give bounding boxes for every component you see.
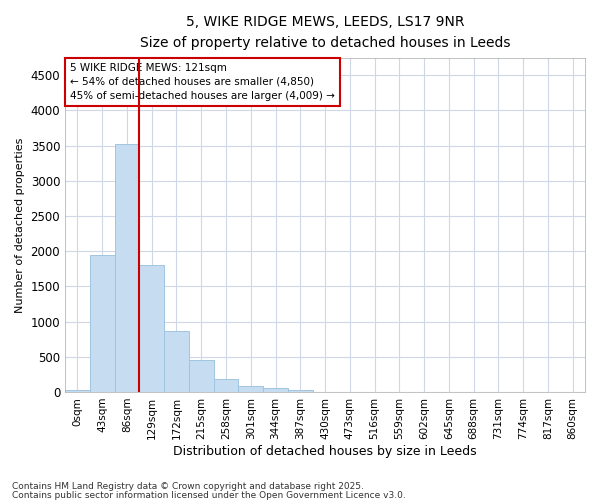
Bar — [115, 144, 139, 392]
Bar — [65, 390, 90, 392]
Text: 5 WIKE RIDGE MEWS: 121sqm
← 54% of detached houses are smaller (4,850)
45% of se: 5 WIKE RIDGE MEWS: 121sqm ← 54% of detac… — [70, 62, 335, 100]
Bar — [288, 390, 313, 392]
Bar — [164, 330, 189, 392]
Bar — [90, 254, 115, 392]
Bar — [238, 386, 263, 392]
Text: Contains HM Land Registry data © Crown copyright and database right 2025.: Contains HM Land Registry data © Crown c… — [12, 482, 364, 491]
Bar — [139, 266, 164, 392]
Y-axis label: Number of detached properties: Number of detached properties — [15, 137, 25, 312]
Text: Contains public sector information licensed under the Open Government Licence v3: Contains public sector information licen… — [12, 490, 406, 500]
Bar — [214, 379, 238, 392]
Bar — [189, 360, 214, 392]
Title: 5, WIKE RIDGE MEWS, LEEDS, LS17 9NR
Size of property relative to detached houses: 5, WIKE RIDGE MEWS, LEEDS, LS17 9NR Size… — [140, 15, 510, 50]
Bar — [263, 388, 288, 392]
X-axis label: Distribution of detached houses by size in Leeds: Distribution of detached houses by size … — [173, 444, 477, 458]
